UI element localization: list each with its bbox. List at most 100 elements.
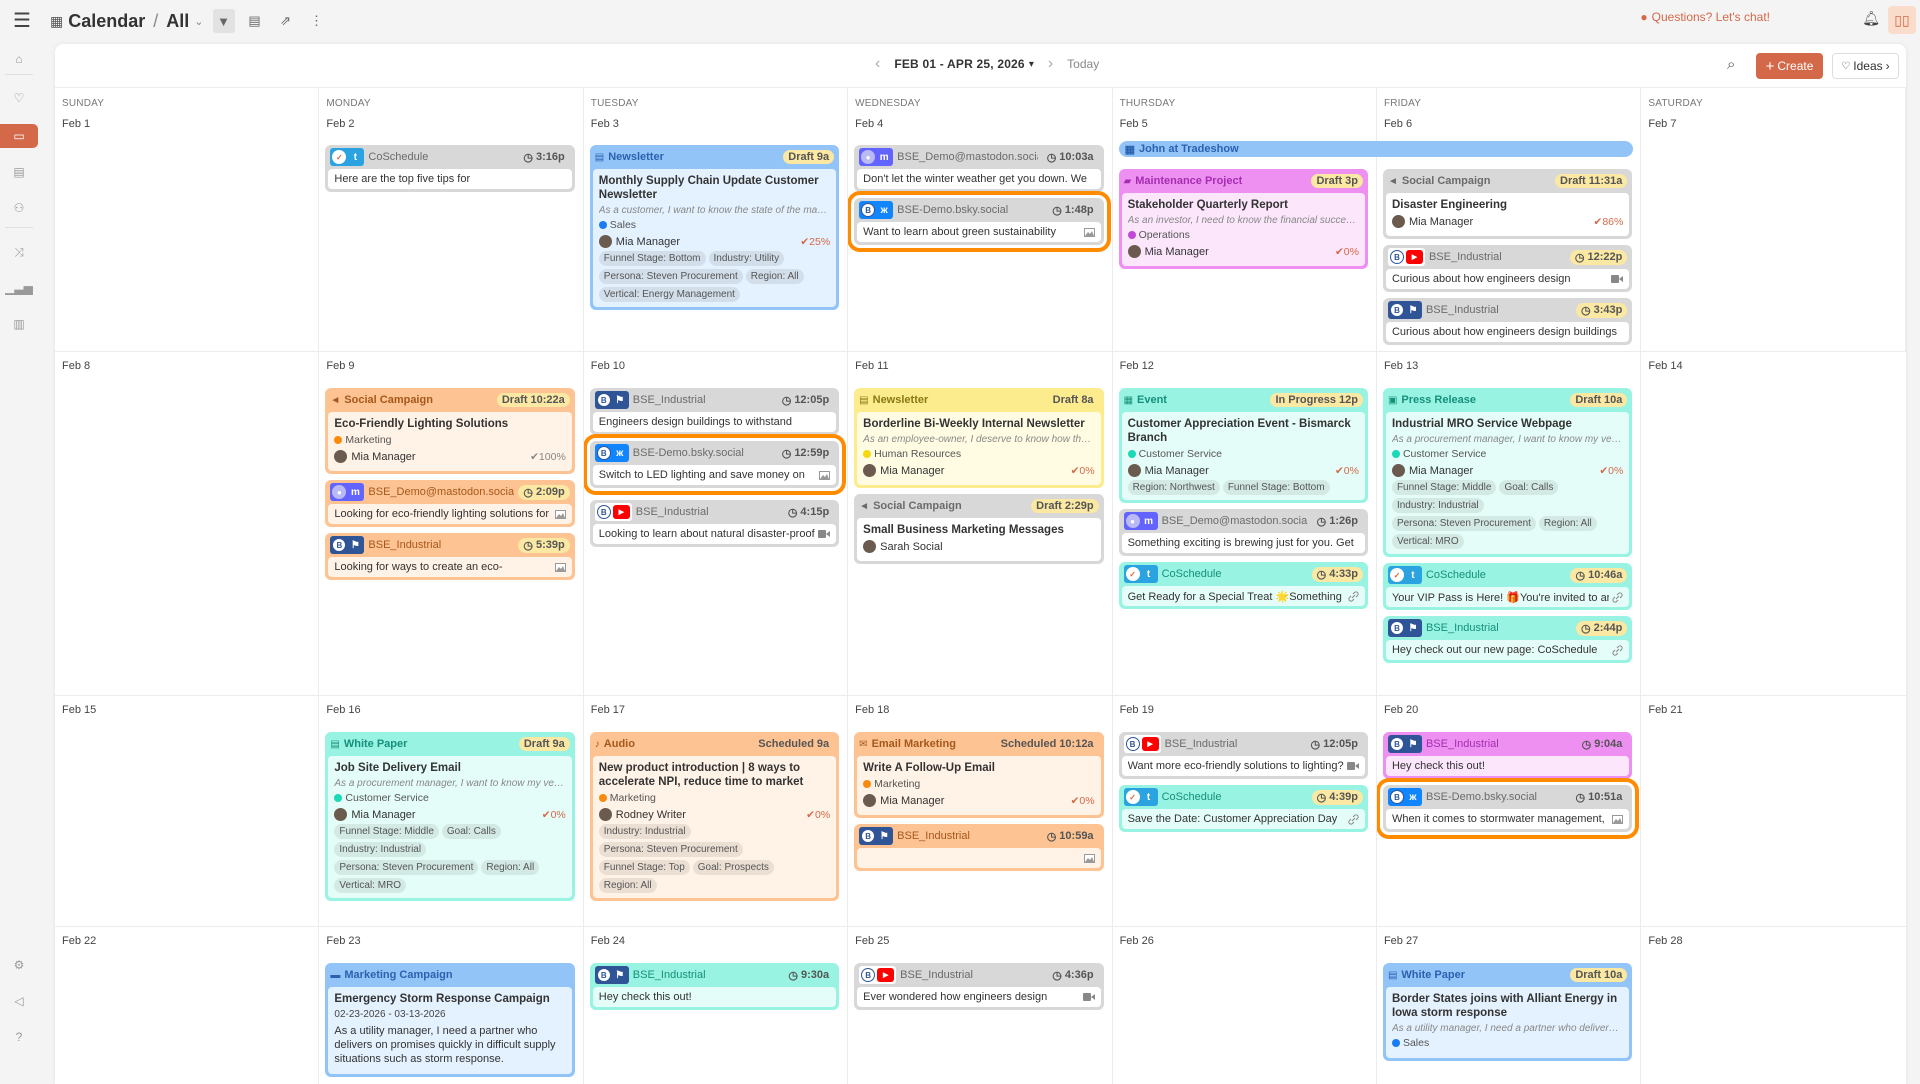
bell-icon[interactable]: 🔔︎	[1862, 10, 1880, 26]
help-icon[interactable]: ?	[15, 1030, 23, 1044]
book-icon[interactable]: ▯▯	[1888, 6, 1916, 34]
content-type: Event	[1137, 394, 1167, 406]
project-card[interactable]: ◄ Social Campaign Draft 2:29p Small Busine…	[854, 494, 1104, 564]
day-cell[interactable]: Feb 22	[55, 927, 320, 1084]
menu-icon[interactable]: ☰	[13, 9, 31, 32]
filter-icon[interactable]: ▼	[212, 9, 235, 33]
social-post-card[interactable]: B ▶ BSE_Industrial ◷ 4:15p Looking to lea…	[589, 500, 840, 547]
calendar-icon[interactable]: ▭	[0, 124, 38, 148]
chevron-right-icon[interactable]: ›	[1047, 55, 1054, 72]
lightbulb-icon[interactable]: ♡	[13, 91, 25, 105]
day-cell[interactable]: Feb 19 B ▶ BSE_Industrial ◷ 12:05p Want m…	[1113, 696, 1377, 926]
home-icon[interactable]: ⌂	[15, 52, 23, 66]
project-card[interactable]: ▤ Newsletter Draft 9a Monthly Supply Chain…	[589, 145, 840, 310]
day-cell[interactable]: Feb 21	[1641, 696, 1905, 926]
social-post-card[interactable]: B ж BSE-Demo.bsky.social ◷ 12:59p Switch …	[589, 441, 840, 488]
day-cell[interactable]: Feb 18 ✉ Email Marketing Scheduled 10:12a …	[848, 696, 1113, 926]
day-cell[interactable]: Feb 10 B ⚑ BSE_Industrial ◷ 12:05p Engine…	[584, 352, 849, 695]
social-post-card[interactable]: B ж BSE-Demo.bsky.social ◷ 1:48p Want to …	[854, 198, 1104, 245]
social-post-card[interactable]: B ⚑ BSE_Industrial ◷ 9:04a Hey check this…	[1382, 732, 1633, 779]
social-post-card[interactable]: ✓ t CoSchedule ◷ 10:46a Your VIP Pass is …	[1382, 563, 1633, 610]
social-post-card[interactable]: ● m BSE_Demo@mastodon.social ◷ 1:26p Some…	[1118, 509, 1368, 556]
day-cell[interactable]: Feb 16 ▤ White Paper Draft 9a Job Site Del…	[319, 696, 584, 926]
chevron-left-icon[interactable]: ‹	[875, 55, 881, 72]
social-post-card[interactable]: B ⚑ BSE_Industrial ◷ 12:05p Engineers des…	[589, 388, 840, 435]
day-cell[interactable]: Feb 17 ♪ Audio Scheduled 9a New product in…	[584, 696, 849, 926]
more-icon[interactable]: ⋮	[310, 13, 324, 28]
day-cell[interactable]: FRIDAY Feb 6 ◄ Social Campaign Draft 11:31a…	[1377, 88, 1642, 351]
briefcase-icon[interactable]: ▥	[13, 317, 25, 331]
social-post-card[interactable]: ✓ t CoSchedule ◷ 4:39p Save the Date: Cus…	[1118, 785, 1368, 832]
twitter-icon: t	[353, 151, 358, 163]
social-post-card[interactable]: B ⚑ BSE_Industrial ◷ 2:44p Hey check out …	[1382, 616, 1633, 663]
social-post-card[interactable]: B ▶ BSE_Industrial ◷ 4:36p Ever wondered …	[854, 963, 1104, 1010]
day-cell[interactable]: SUNDAY Feb 1	[55, 88, 320, 351]
social-post-card[interactable]: B ▶ BSE_Industrial ◷ 12:05p Want more eco…	[1118, 732, 1368, 779]
social-post-card[interactable]: B ж BSE-Demo.bsky.social ◷ 10:51a When it…	[1382, 785, 1633, 832]
today-button[interactable]: Today	[1067, 57, 1100, 71]
project-card[interactable]: ▣ Press Release Draft 10a Industrial MRO S…	[1382, 388, 1633, 557]
post-text: Ever wondered how engineers design	[863, 991, 1048, 1003]
project-card[interactable]: ▦ Event In Progress 12p Customer Appreciat…	[1118, 388, 1368, 503]
day-cell[interactable]: TUESDAY Feb 3 ▤ Newsletter Draft 9a Monthly…	[584, 88, 849, 351]
social-post-card[interactable]: ● m BSE_Demo@mastodon.social ◷ 10:03a Don…	[854, 145, 1104, 192]
chevron-down-icon[interactable]: ▾	[1028, 58, 1034, 70]
date-range-selector[interactable]: FEB 01 - APR 25, 2026	[894, 57, 1025, 71]
day-cell[interactable]: Feb 14	[1641, 352, 1905, 695]
project-card[interactable]: ▤ Newsletter Draft 8a Borderline Bi-Weekly…	[854, 388, 1104, 488]
project-title: Small Business Marketing Messages	[863, 524, 1064, 536]
day-cell[interactable]: WEDNESDAY Feb 4 ● m BSE_Demo@mastodon.soc…	[848, 88, 1113, 351]
day-cell[interactable]: Feb 27 ▤ White Paper Draft 10a Border Stat…	[1377, 927, 1642, 1084]
day-cell[interactable]: SATURDAY Feb 7	[1641, 88, 1906, 351]
social-post-card[interactable]: B ⚑ BSE_Industrial ◷ 9:30a Hey check this…	[589, 963, 840, 1010]
users-icon[interactable]: ⚇	[13, 201, 25, 215]
day-cell[interactable]: Feb 25 B ▶ BSE_Industrial ◷ 4:36p Ever wo…	[848, 927, 1113, 1084]
day-cell[interactable]: Feb 26	[1113, 927, 1377, 1084]
day-cell[interactable]: Feb 9 ◄ Social Campaign Draft 10:22a Eco-F…	[319, 352, 584, 695]
social-post-card[interactable]: ✓ t CoSchedule ◷ 3:16p Here are the top f…	[325, 145, 575, 192]
event-banner[interactable]: ▦ John at Tradeshow	[1118, 141, 1634, 157]
day-cell[interactable]: Feb 15	[55, 696, 320, 926]
table-icon[interactable]: ▤	[13, 165, 25, 179]
megaphone-icon[interactable]: ◁	[14, 994, 24, 1008]
day-cell[interactable]: MONDAY Feb 2 ✓ t CoSchedule ◷ 3:16p Here a…	[319, 88, 584, 351]
post-preview: Looking to learn about natural disaster-…	[592, 524, 837, 544]
ideas-button[interactable]: ♡ Ideas ›	[1832, 53, 1899, 79]
status-badge: Draft 10a	[1570, 393, 1628, 407]
day-cell[interactable]: Feb 23 ▬ Marketing Campaign Emergency St…	[319, 927, 584, 1084]
social-post-card[interactable]: ✓ t CoSchedule ◷ 4:33p Get Ready for a Sp…	[1118, 562, 1368, 609]
bse-avatar-icon: B	[1389, 621, 1404, 635]
project-card[interactable]: ♪ Audio Scheduled 9a New product introduct…	[589, 732, 840, 901]
project-card[interactable]: ◄ Social Campaign Draft 10:22a Eco-Friendl…	[325, 388, 575, 474]
shuffle-icon[interactable]: ⤨	[14, 244, 24, 259]
owner-row: Mia Manager ✔0%	[1391, 464, 1623, 477]
gear-icon[interactable]: ⚙	[13, 958, 25, 972]
day-cell[interactable]: Feb 20 B ⚑ BSE_Industrial ◷ 9:04a Hey che…	[1377, 696, 1642, 926]
day-cell[interactable]: Feb 13 ▣ Press Release Draft 10a Industria…	[1377, 352, 1642, 695]
chevron-down-icon[interactable]: ⌄	[194, 15, 204, 28]
day-cell[interactable]: Feb 8	[55, 352, 320, 695]
day-cell[interactable]: Feb 12 ▦ Event In Progress 12p Customer Ap…	[1113, 352, 1377, 695]
social-post-card[interactable]: B ▶ BSE_Industrial ◷ 12:22p Curious about…	[1382, 245, 1633, 292]
day-cell[interactable]: THURSDAY Feb 5 ▰ Maintenance Project Draft…	[1113, 88, 1377, 351]
bar-chart-icon[interactable]: ▁▃▅	[5, 281, 33, 295]
share-icon[interactable]: ⇗	[280, 13, 291, 28]
view-selector[interactable]: All	[166, 10, 190, 31]
social-post-card[interactable]: B ⚑ BSE_Industrial ◷ 5:39p Looking for wa…	[325, 533, 575, 580]
social-post-card[interactable]: ● m BSE_Demo@mastodon.social ◷ 2:09p Look…	[325, 480, 575, 527]
calendar-settings-icon[interactable]: ▤	[248, 13, 261, 28]
project-card[interactable]: ✉ Email Marketing Scheduled 10:12a Write A…	[854, 732, 1104, 818]
project-card[interactable]: ▰ Maintenance Project Draft 3p Stakeholder…	[1118, 169, 1368, 269]
search-icon[interactable]: ⌕	[1727, 56, 1736, 73]
day-cell[interactable]: Feb 11 ▤ Newsletter Draft 8a Borderline Bi…	[848, 352, 1113, 695]
chat-link[interactable]: ● Questions? Let's chat!	[1640, 10, 1770, 24]
project-card[interactable]: ▤ White Paper Draft 9a Job Site Delivery E…	[325, 732, 575, 901]
social-post-card[interactable]: B ⚑ BSE_Industrial ◷ 10:59a	[854, 824, 1104, 871]
social-post-card[interactable]: B ⚑ BSE_Industrial ◷ 3:43p Curious about …	[1382, 298, 1633, 345]
day-cell[interactable]: Feb 24 B ⚑ BSE_Industrial ◷ 9:30a Hey che…	[584, 927, 849, 1084]
create-button[interactable]: + Create	[1756, 53, 1823, 79]
clock-icon: ◷	[1316, 791, 1327, 804]
project-card[interactable]: ▤ White Paper Draft 10a Border States join…	[1382, 963, 1633, 1061]
project-card[interactable]: ◄ Social Campaign Draft 11:31a Disaster En…	[1382, 169, 1633, 239]
day-cell[interactable]: Feb 28	[1641, 927, 1905, 1084]
